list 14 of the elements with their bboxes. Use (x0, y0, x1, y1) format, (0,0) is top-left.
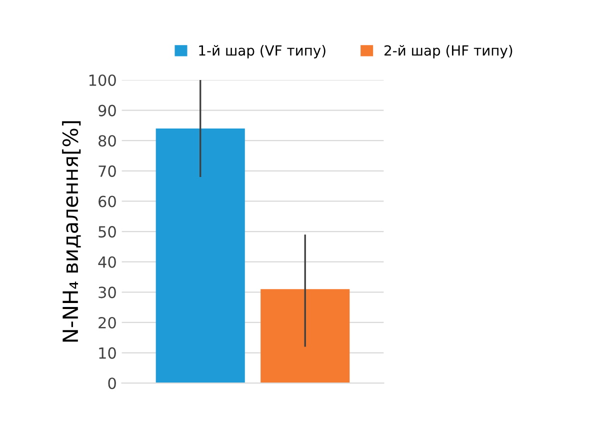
legend-label: 2-й шар (HF типу) (384, 44, 512, 58)
y-tick-label: 70 (98, 165, 116, 177)
y-tick-label: 80 (98, 135, 116, 147)
y-tick-label: 10 (99, 347, 116, 359)
y-axis-title: N-NH₄ видалення[%] (62, 121, 81, 342)
y-tick-label: 50 (98, 226, 116, 238)
y-tick-label: 60 (98, 196, 116, 208)
legend-label: 1-й шар (VF типу) (199, 44, 326, 58)
y-tick-label: 30 (98, 286, 116, 298)
y-tick-label: 100 (89, 74, 116, 86)
y-tick-label: 0 (108, 378, 116, 390)
y-tick-label: 90 (98, 104, 116, 116)
y-tick-label: 40 (98, 256, 116, 268)
y-tick-label: 20 (98, 316, 116, 329)
